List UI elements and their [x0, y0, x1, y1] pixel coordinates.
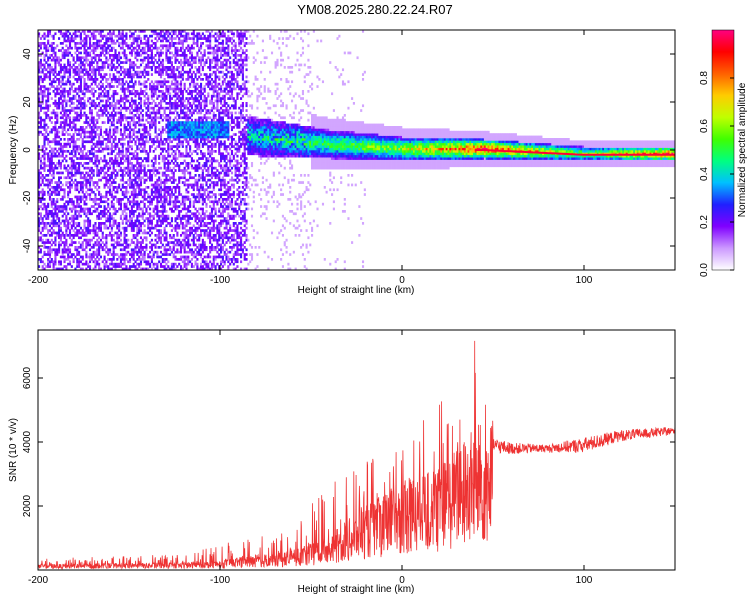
top-y-tick-label: -20 [22, 190, 33, 205]
bottom-y-tick-label: 4000 [22, 430, 33, 453]
top-y-tick-label: 40 [22, 48, 33, 60]
bottom-x-tick-label: 0 [399, 575, 405, 586]
top-x-tick-label: -200 [28, 275, 48, 286]
chart-title: YM08.2025.280.22.24.R07 [297, 2, 453, 17]
spectral-peak-ridge [474, 149, 675, 156]
colorbar-tick-label: 0.6 [699, 119, 710, 133]
top-y-axis-label: Frequency (Hz) [8, 116, 19, 185]
top-y-tick-label: 20 [22, 96, 33, 108]
bottom-x-tick-label: -200 [28, 575, 48, 586]
top-x-tick-label: 0 [399, 275, 405, 286]
top-x-axis-label: Height of straight line (km) [298, 285, 415, 296]
bottom-axes: -200 -100 0 100 2000 4000 6000 [22, 330, 675, 586]
colorbar-label: Normalized spectral amplitude [737, 82, 748, 217]
colorbar [712, 30, 734, 270]
bottom-y-tick-label: 2000 [22, 494, 33, 517]
bottom-x-tick-label: -100 [210, 575, 230, 586]
top-y-tick-label: -40 [22, 238, 33, 253]
top-y-tick-label: 0 [22, 147, 33, 153]
snr-series-line [38, 340, 675, 570]
colorbar-tick-label: 0.2 [699, 215, 710, 229]
bottom-y-tick-label: 6000 [22, 366, 33, 389]
bottom-x-axis-label: Height of straight line (km) [298, 584, 415, 595]
top-x-tick-label: 100 [576, 275, 593, 286]
spectrogram-heatmap [38, 30, 675, 270]
bottom-x-tick-label: 100 [576, 575, 593, 586]
colorbar-tick-label: 0.0 [699, 263, 710, 277]
colorbar-tick-label: 0.8 [699, 71, 710, 85]
bottom-plot-frame [37, 329, 676, 571]
colorbar-axes: 0.0 0.2 0.4 0.6 0.8 [699, 29, 735, 277]
colorbar-tick-label: 0.4 [699, 167, 710, 181]
top-x-tick-label: -100 [210, 275, 230, 286]
snr-line-plot [38, 340, 675, 570]
bottom-y-axis-label: SNR (10 * v/v) [8, 418, 19, 482]
